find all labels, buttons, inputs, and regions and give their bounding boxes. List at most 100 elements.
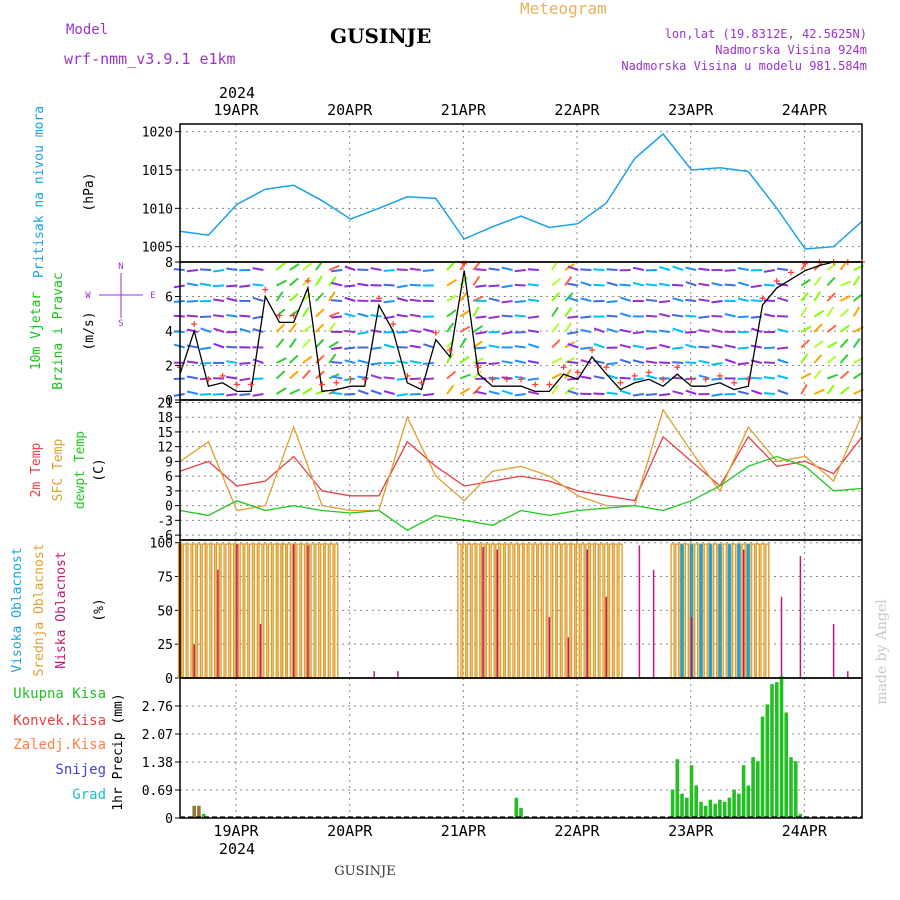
high-cloud-bar xyxy=(746,544,750,678)
high-cloud-bar xyxy=(690,544,693,678)
wind-arrow xyxy=(328,353,337,364)
wind-arrow xyxy=(239,314,251,318)
wind-arrow xyxy=(685,389,697,395)
wind-arrow xyxy=(446,294,458,302)
mid-cloud-bar xyxy=(253,543,259,679)
wind-arrow xyxy=(567,282,579,287)
mid-cloud-bar xyxy=(504,543,509,679)
wind-arrow xyxy=(501,360,513,364)
wind-arrow xyxy=(606,327,618,333)
total-precip-bar xyxy=(201,813,206,818)
wind-arrow xyxy=(370,267,382,271)
wind-arrow xyxy=(606,281,618,287)
wind-max-marker xyxy=(205,376,212,383)
wind-arrow xyxy=(344,329,356,333)
wind-arrow xyxy=(199,362,212,365)
high-cloud-bar xyxy=(727,544,731,678)
wind-arrow xyxy=(289,388,301,395)
wind-arrow xyxy=(800,372,812,380)
x-tick-label-bottom: 20APR xyxy=(327,822,373,840)
wind-arrow xyxy=(213,298,225,302)
wind-arrow xyxy=(186,375,199,380)
wind-arrow xyxy=(564,307,573,318)
wind-arrow xyxy=(514,331,526,334)
wind-arrow xyxy=(813,291,821,302)
y-tick-label: 6 xyxy=(165,291,173,306)
wind-arrow xyxy=(213,342,225,349)
x-tick-label-top: 20APR xyxy=(327,101,373,119)
y-tick-label: 0 xyxy=(165,500,173,515)
wind-arrow xyxy=(409,393,421,396)
wind-max-marker xyxy=(404,372,411,379)
mid-cloud-bar xyxy=(523,543,528,679)
wind-arrow xyxy=(200,327,212,333)
wind-arrow xyxy=(344,346,356,350)
wind-arrow xyxy=(672,327,684,333)
wind-arrow xyxy=(619,312,631,318)
wind-arrow xyxy=(711,344,723,349)
wind-arrow xyxy=(302,387,313,395)
wind-arrow xyxy=(226,345,238,349)
wind-arrow xyxy=(632,266,645,271)
wind-arrow xyxy=(645,393,657,396)
wind-max-marker xyxy=(787,269,794,276)
wind-max-marker xyxy=(731,379,738,386)
wind-arrow xyxy=(199,393,212,396)
legend-snow: Snijeg xyxy=(55,762,106,778)
total-precip-bar xyxy=(689,765,694,818)
mid-cloud-bar xyxy=(542,543,547,679)
wind-arrow xyxy=(658,300,671,304)
cloud-unit: (%) xyxy=(92,598,107,621)
wind-max-marker xyxy=(574,369,581,376)
wind-arrow xyxy=(698,345,710,349)
wind-arrow xyxy=(826,292,836,302)
wind-arrow xyxy=(357,312,369,318)
total-precip-bar xyxy=(779,676,784,818)
x-axis-top: 19APR 20APR 21APR 22APR 23APR 24APR xyxy=(213,101,827,119)
total-precip-bar xyxy=(770,684,774,818)
wind-arrow xyxy=(328,340,339,349)
x-tick-label-top: 21APR xyxy=(441,101,487,119)
wind-arrow xyxy=(619,376,631,380)
total-precip-bar xyxy=(703,805,708,818)
x-tick-label-bottom: 22APR xyxy=(554,822,600,840)
mid-cloud-bar xyxy=(570,543,576,679)
wind-speed-line xyxy=(179,261,862,393)
wind-arrow xyxy=(396,313,408,318)
wind-arrow xyxy=(472,260,482,271)
wind-arrow xyxy=(619,283,631,287)
y-tick-label: 9 xyxy=(165,455,173,470)
wind-arrow xyxy=(383,343,395,349)
wind-arrow xyxy=(239,284,251,288)
mid-cloud-bar xyxy=(703,543,708,679)
wind-arrow xyxy=(685,314,697,318)
wind-arrow xyxy=(724,283,736,287)
wind-arrow xyxy=(472,295,484,302)
compass-south: S xyxy=(118,319,123,329)
wind-arrow xyxy=(331,281,343,287)
wind-arrow xyxy=(659,266,671,271)
wind-arrow xyxy=(698,282,710,287)
total-precip-bar xyxy=(708,799,713,818)
wind-arrow xyxy=(672,346,684,350)
mid-cloud-bar xyxy=(675,543,680,679)
wind-arrow xyxy=(475,390,487,395)
y-tick-label: 2.76 xyxy=(142,700,173,715)
mid-cloud-bar xyxy=(684,543,689,679)
y-tick-label: 15 xyxy=(157,426,173,441)
wind-arrow xyxy=(186,390,199,395)
product-title: Meteogram xyxy=(520,0,607,18)
mid-cloud-bar xyxy=(272,543,277,679)
mid-cloud-bar xyxy=(618,543,623,679)
model-elevation-text: Nadmorska Visina u modelu 981.584m xyxy=(621,59,867,73)
wind-arrow xyxy=(527,283,540,287)
mid-cloud-bar xyxy=(286,543,292,679)
wind-arrow xyxy=(475,284,487,288)
wind-arrow xyxy=(527,298,540,302)
total-precip-bar xyxy=(694,785,698,818)
total-precip-bar xyxy=(514,797,519,818)
wind-arrow xyxy=(551,322,560,333)
wind-arrow xyxy=(396,331,408,334)
wind-arrow xyxy=(593,342,605,349)
wind-max-marker xyxy=(219,372,226,379)
